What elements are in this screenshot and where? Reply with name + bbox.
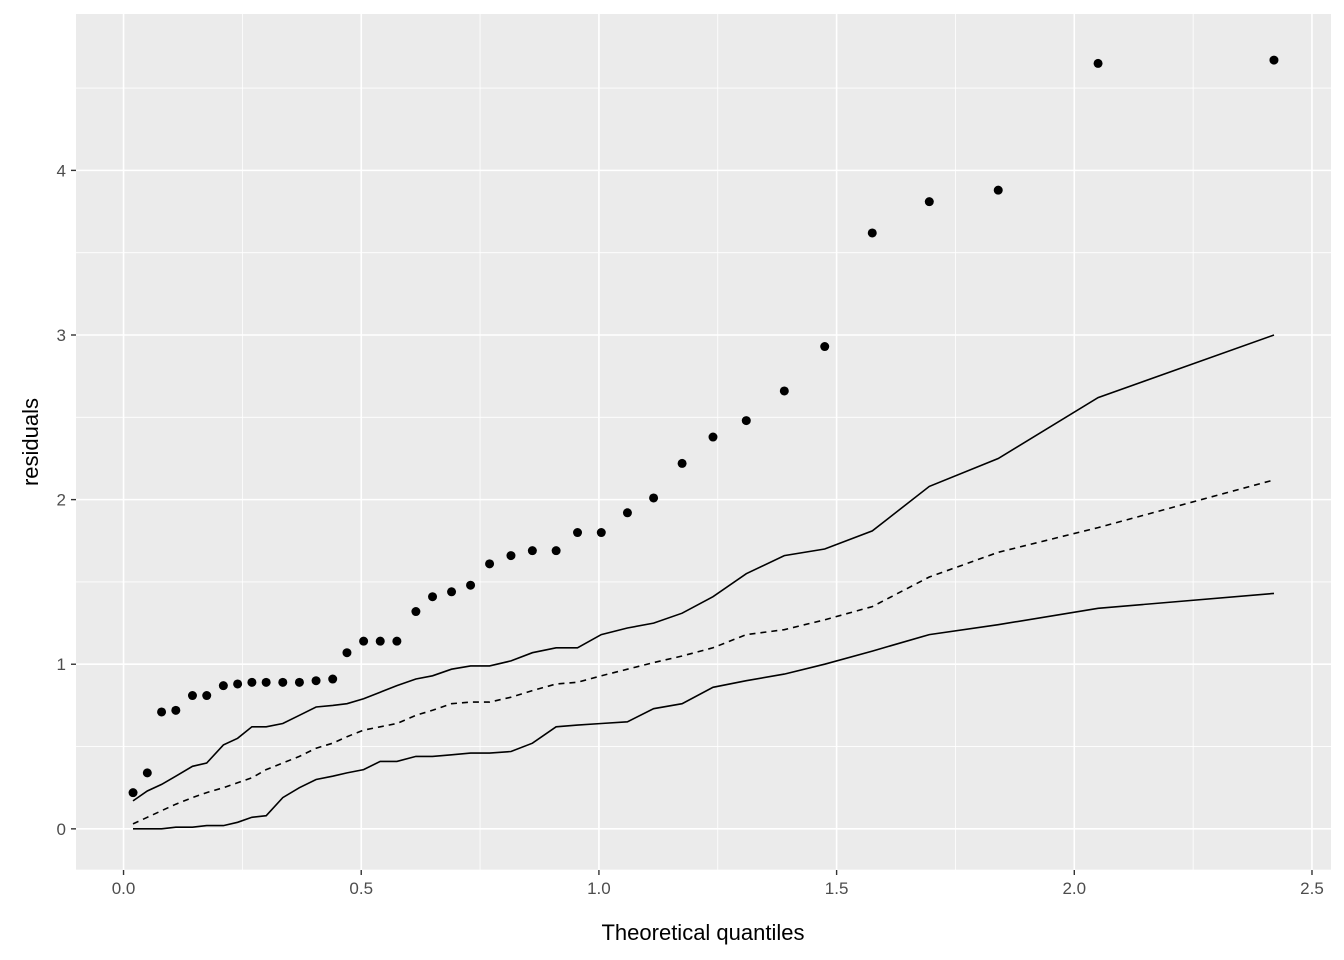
data-point — [924, 197, 934, 207]
data-point — [247, 677, 257, 687]
data-point — [218, 681, 228, 691]
data-point — [1093, 58, 1103, 68]
y-tick-label: 3 — [57, 326, 66, 345]
minor-gridlines — [76, 14, 1331, 871]
y-axis-ticks: 0 1 2 3 4 — [57, 161, 76, 839]
y-tick-label: 1 — [57, 655, 66, 674]
x-tick-label: 2.5 — [1300, 879, 1324, 898]
median-line — [132, 479, 1275, 825]
x-axis-ticks: 0.0 0.5 1.0 1.5 2.0 2.5 — [112, 870, 1324, 898]
data-point — [128, 788, 138, 798]
data-point — [485, 559, 495, 569]
x-tick-label: 0.5 — [349, 879, 373, 898]
y-tick-label: 4 — [57, 161, 66, 180]
data-point — [447, 587, 457, 597]
x-tick-label: 2.0 — [1062, 879, 1086, 898]
residual-points — [128, 55, 1279, 798]
data-point — [261, 677, 271, 687]
x-axis-title: Theoretical quantiles — [601, 920, 804, 945]
data-point — [157, 707, 167, 717]
data-point — [779, 386, 789, 396]
major-gridlines — [76, 14, 1331, 870]
y-tick-label: 0 — [57, 820, 66, 839]
y-axis-title: residuals — [18, 398, 43, 486]
data-point — [311, 676, 321, 686]
data-point — [573, 528, 583, 538]
data-point — [708, 432, 718, 442]
data-point — [1269, 55, 1279, 65]
data-point — [142, 768, 152, 778]
data-point — [649, 493, 659, 503]
x-tick-label: 1.0 — [587, 879, 611, 898]
data-point — [428, 592, 438, 602]
data-point — [622, 508, 632, 518]
data-point — [233, 679, 243, 689]
data-point — [359, 636, 369, 646]
data-point — [202, 691, 212, 701]
data-point — [741, 416, 751, 426]
x-tick-label: 1.5 — [825, 879, 849, 898]
data-point — [392, 636, 402, 646]
y-tick-label: 2 — [57, 491, 66, 510]
lower-bound-line — [133, 592, 1275, 830]
data-point — [342, 648, 352, 658]
data-point — [466, 580, 476, 590]
plot-panel — [76, 14, 1331, 870]
data-point — [187, 691, 197, 701]
data-point — [551, 546, 561, 556]
data-point — [596, 528, 606, 538]
upper-bound-line — [132, 334, 1275, 802]
data-point — [294, 677, 304, 687]
data-point — [820, 342, 830, 352]
data-point — [867, 228, 877, 238]
data-point — [506, 551, 516, 561]
data-point — [278, 677, 288, 687]
data-point — [677, 458, 687, 468]
envelope-lines — [132, 334, 1275, 830]
data-point — [527, 546, 537, 556]
data-point — [993, 185, 1003, 195]
x-tick-label: 0.0 — [112, 879, 136, 898]
data-point — [375, 636, 385, 646]
data-point — [171, 705, 181, 715]
data-point — [411, 607, 421, 617]
data-point — [328, 674, 338, 684]
